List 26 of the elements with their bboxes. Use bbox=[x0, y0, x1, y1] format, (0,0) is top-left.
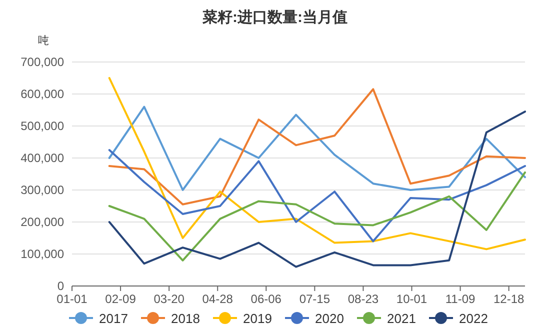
y-tick-label: 300,000 bbox=[20, 183, 64, 197]
legend-label: 2020 bbox=[315, 311, 344, 326]
legend-label: 2019 bbox=[243, 311, 272, 326]
legend-label: 2017 bbox=[99, 311, 128, 326]
y-tick-label: 200,000 bbox=[20, 215, 64, 229]
legend-label: 2021 bbox=[387, 311, 416, 326]
x-tick-label: 02-09 bbox=[105, 292, 136, 306]
x-tick-label: 03-20 bbox=[154, 292, 185, 306]
y-tick-label: 0 bbox=[57, 279, 64, 293]
x-tick-label: 12-18 bbox=[493, 292, 524, 306]
chart-title: 菜籽:进口数量:当月值 bbox=[202, 9, 348, 26]
legend-label: 2022 bbox=[459, 311, 488, 326]
x-tick-label: 11-09 bbox=[445, 292, 476, 306]
x-tick-label: 01-01 bbox=[56, 292, 88, 306]
x-tick-label: 10-01 bbox=[396, 292, 428, 306]
legend-label: 2018 bbox=[171, 311, 200, 326]
y-tick-label: 500,000 bbox=[20, 119, 64, 133]
y-axis-title: 吨 bbox=[38, 34, 49, 47]
y-tick-label: 100,000 bbox=[20, 247, 64, 261]
y-tick-label: 400,000 bbox=[20, 151, 64, 165]
y-tick-label: 700,000 bbox=[20, 55, 64, 69]
y-tick-label: 600,000 bbox=[20, 87, 64, 101]
x-tick-label: 04-28 bbox=[202, 292, 234, 306]
x-tick-label: 08-23 bbox=[348, 292, 379, 306]
x-tick-label: 06-06 bbox=[250, 292, 282, 306]
x-tick-label: 07-15 bbox=[299, 292, 330, 306]
